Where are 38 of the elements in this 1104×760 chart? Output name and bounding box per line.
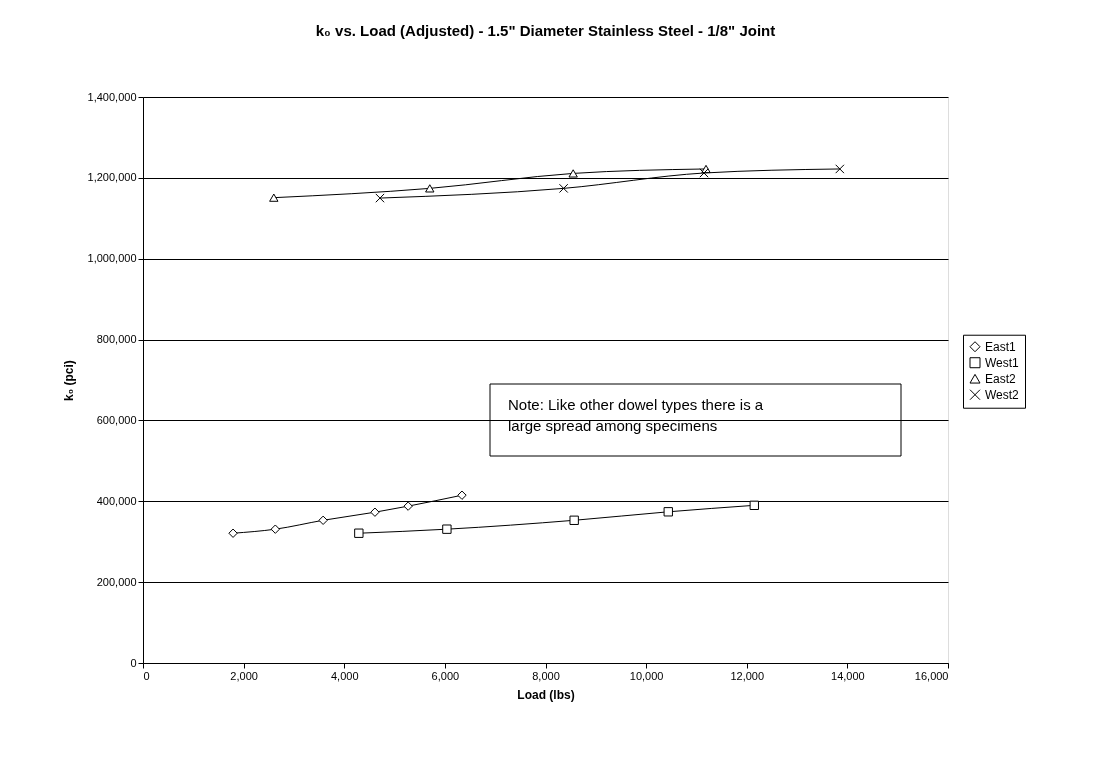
x-tick-label: 12,000 <box>730 669 765 682</box>
y-axis-title: k₀ (pci) <box>61 360 76 401</box>
x-tick-label: 2,000 <box>230 669 258 682</box>
point <box>403 501 413 511</box>
point <box>663 507 673 517</box>
chart-title: k₀ vs. Load (Adjusted) - 1.5" Diameter Stainless Steel - 1/8" Joint <box>315 22 776 39</box>
y-tick-label: 400,000 <box>96 494 137 507</box>
point <box>558 183 569 194</box>
y-tick-label: 600,000 <box>96 413 137 426</box>
point <box>568 169 578 178</box>
y-tick-label: 1,400,000 <box>87 90 137 103</box>
point <box>749 500 759 511</box>
x-tick-label: 0 <box>143 669 150 682</box>
point <box>835 164 845 174</box>
point <box>270 524 280 534</box>
x-tick-label: 4,000 <box>330 669 359 682</box>
x-tick-label: 10,000 <box>629 669 664 682</box>
y-tick-label: 1,000,000 <box>87 252 137 265</box>
y-tick-label: 200,000 <box>96 575 137 588</box>
x-tick-label: 14,000 <box>831 669 865 682</box>
y-tick-label: 0 <box>130 656 137 669</box>
legend-label: East2 <box>985 371 1017 386</box>
x-axis-title: Load (lbs) <box>517 687 575 702</box>
point <box>354 528 364 538</box>
point <box>269 193 279 202</box>
point <box>375 193 385 203</box>
legend-label: East1 <box>985 339 1017 354</box>
x-tick-label: 16,000 <box>914 669 949 682</box>
point <box>569 515 579 525</box>
legend-label: West1 <box>985 355 1020 370</box>
x-tick-label: 6,000 <box>431 669 460 682</box>
point <box>442 524 452 534</box>
y-tick-label: 800,000 <box>96 333 137 346</box>
x-tick-label: 8,000 <box>532 669 560 682</box>
point <box>425 184 435 193</box>
y-tick-label: 1,200,000 <box>87 171 137 184</box>
annotation: Note: Like other dowel types there is a large spread among specimens <box>508 396 764 434</box>
legend-label: West2 <box>985 387 1020 402</box>
